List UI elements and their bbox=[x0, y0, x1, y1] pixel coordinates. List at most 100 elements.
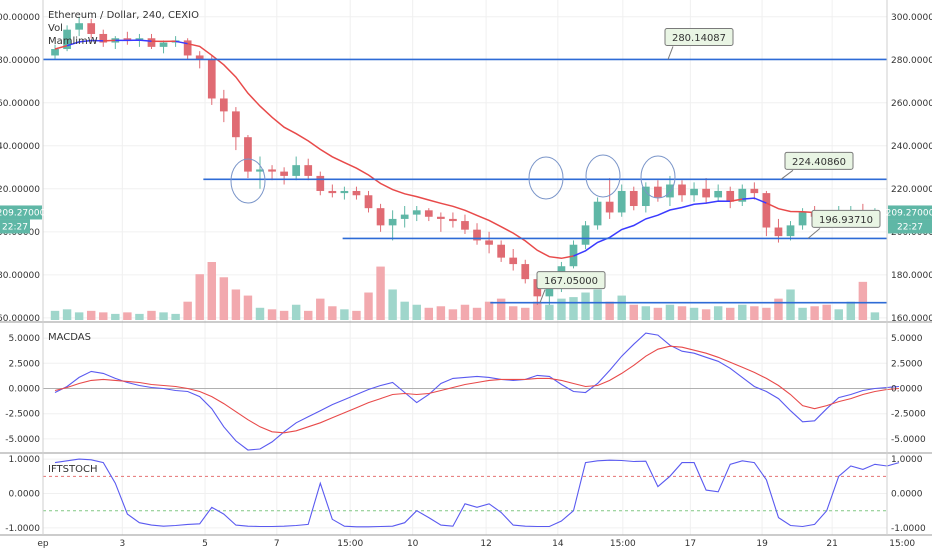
volume-bar bbox=[376, 267, 384, 320]
volume-bar bbox=[244, 296, 252, 320]
volume-bar bbox=[268, 309, 276, 320]
x-tick-label: 5 bbox=[202, 539, 208, 549]
volume-bar bbox=[208, 262, 216, 320]
volume-bar bbox=[786, 289, 794, 320]
volume-bar bbox=[425, 308, 433, 320]
y-tick-label-right: 0.0000 bbox=[891, 385, 923, 395]
candle-body bbox=[799, 212, 807, 225]
price-badge-right-label: 209.27000 bbox=[886, 208, 932, 218]
candle-body bbox=[521, 264, 529, 279]
volume-bar bbox=[521, 308, 529, 320]
volume-bar bbox=[654, 308, 662, 320]
volume-bar bbox=[75, 312, 83, 320]
candle-body bbox=[437, 217, 445, 219]
y-tick-label-right: 5.0000 bbox=[891, 334, 923, 344]
candle-body bbox=[401, 215, 409, 219]
volume-bar bbox=[822, 305, 830, 320]
volume-bar bbox=[123, 312, 131, 320]
y-tick-label-right: 0.0000 bbox=[891, 490, 923, 500]
volume-bar bbox=[364, 293, 372, 320]
y-tick-label-right: -1.0000 bbox=[891, 524, 926, 534]
volume-bar bbox=[642, 306, 650, 320]
candle-body bbox=[582, 225, 590, 244]
candle-body bbox=[425, 210, 433, 216]
candle-body bbox=[316, 176, 324, 191]
y-tick-label-left: -5.0000 bbox=[5, 435, 40, 445]
candle-body bbox=[497, 245, 505, 258]
volume-bar bbox=[666, 305, 674, 320]
volume-bar bbox=[183, 302, 191, 320]
candle-body bbox=[51, 49, 59, 55]
indicator-mamlimw-label: MamlimW bbox=[48, 36, 98, 47]
volume-bar bbox=[798, 308, 806, 320]
candle-body bbox=[763, 193, 771, 227]
price-level-callout-label: 280.14087 bbox=[672, 33, 726, 44]
y-tick-label-right: 300.00000 bbox=[891, 13, 932, 23]
y-tick-label-right: 2.5000 bbox=[891, 359, 923, 369]
candle-body bbox=[208, 60, 216, 99]
candle-body bbox=[666, 185, 674, 198]
volume-bar bbox=[400, 302, 408, 320]
volume-bar bbox=[304, 311, 312, 320]
x-tick-label: 10 bbox=[407, 539, 419, 549]
candle-body bbox=[365, 195, 373, 208]
x-tick-label: 14 bbox=[552, 539, 564, 549]
candle-body bbox=[75, 23, 83, 29]
volume-bar bbox=[220, 277, 228, 320]
y-tick-label-right: 180.00000 bbox=[891, 271, 932, 281]
volume-bar bbox=[774, 299, 782, 320]
chart-title: Ethereum / Dollar, 240, CEXIO bbox=[48, 10, 199, 21]
y-tick-label-right: 160.00000 bbox=[891, 314, 932, 324]
y-tick-label-left: 1.0000 bbox=[9, 455, 41, 465]
price-level-callout-label: 196.93710 bbox=[819, 215, 873, 226]
y-tick-label-right: 220.00000 bbox=[891, 185, 932, 195]
candle-body bbox=[160, 43, 168, 47]
volume-bar bbox=[449, 309, 457, 320]
y-tick-label-left: 220.00000 bbox=[0, 185, 40, 195]
volume-bar bbox=[316, 299, 324, 320]
candle-body bbox=[353, 191, 361, 195]
x-tick-label: 19 bbox=[756, 539, 768, 549]
volume-bar bbox=[497, 299, 505, 320]
y-tick-label-left: -2.5000 bbox=[5, 410, 40, 420]
y-tick-label-right: 280.00000 bbox=[891, 56, 932, 66]
candle-body bbox=[148, 38, 156, 47]
y-tick-label-right: 240.00000 bbox=[891, 142, 932, 152]
volume-bar bbox=[581, 293, 589, 320]
x-tick-label: 12 bbox=[480, 539, 491, 549]
x-tick-label: 17 bbox=[685, 539, 696, 549]
x-tick-label: 15:00 bbox=[337, 539, 363, 549]
candle-body bbox=[606, 202, 614, 213]
candle-body bbox=[389, 219, 397, 225]
volume-bar bbox=[147, 311, 155, 320]
candle-body bbox=[775, 228, 783, 237]
volume-bar bbox=[509, 306, 517, 320]
volume-bar bbox=[99, 312, 107, 320]
volume-bar bbox=[135, 314, 143, 320]
volume-bar bbox=[87, 311, 95, 320]
volume-bar bbox=[678, 306, 686, 320]
candle-body bbox=[594, 202, 602, 226]
candle-body bbox=[787, 225, 795, 236]
candle-body bbox=[461, 221, 469, 230]
volume-bar bbox=[605, 302, 613, 320]
volume-bar bbox=[63, 309, 71, 320]
volume-bar bbox=[557, 299, 565, 320]
macd-title: MACDAS bbox=[48, 332, 91, 343]
candle-body bbox=[750, 189, 758, 193]
candle-body bbox=[341, 191, 349, 193]
volume-bar bbox=[702, 309, 710, 320]
volume-bar bbox=[750, 306, 758, 320]
x-tick-label: 15:00 bbox=[889, 539, 915, 549]
volume-bar bbox=[388, 289, 396, 320]
volume-bar bbox=[352, 311, 360, 320]
y-tick-label-right: -2.5000 bbox=[891, 410, 926, 420]
candle-body bbox=[654, 187, 662, 198]
volume-bar bbox=[630, 305, 638, 320]
volume-bar bbox=[810, 306, 818, 320]
time-badge-left-label: 22:27 bbox=[2, 222, 28, 232]
candle-body bbox=[509, 258, 517, 264]
candle-body bbox=[268, 169, 276, 171]
y-tick-label-right: -5.0000 bbox=[891, 435, 926, 445]
